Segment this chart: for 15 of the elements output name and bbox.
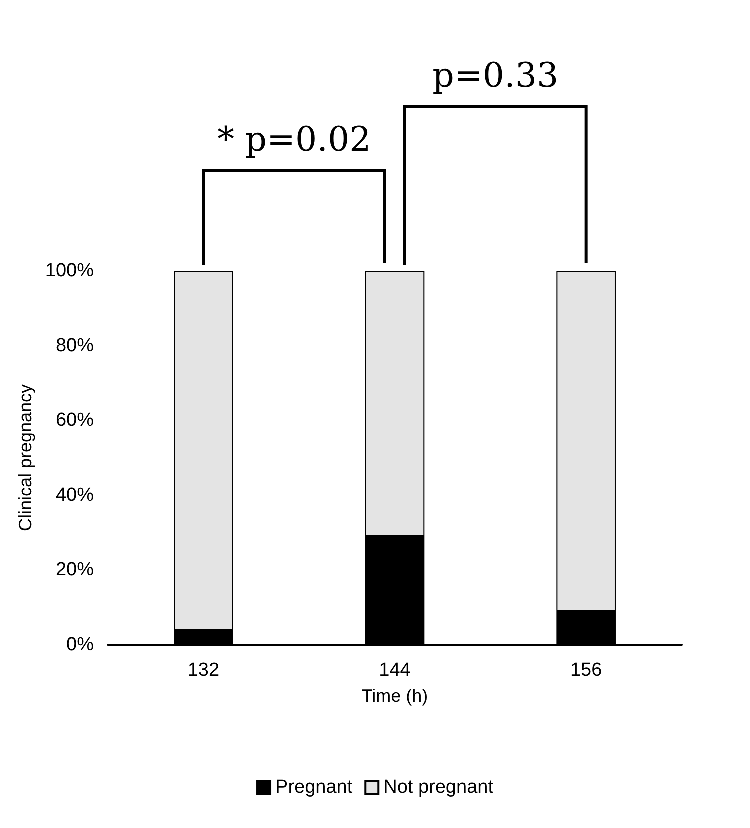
y-tick-label: 100% — [45, 260, 94, 282]
x-tick-label: 144 — [379, 660, 412, 681]
y-tick-label: 60% — [56, 410, 94, 432]
y-axis-title: Clinical pregnancy — [16, 384, 36, 532]
legend-label: Pregnant — [276, 777, 354, 798]
y-tick-label: 40% — [56, 484, 94, 506]
y-tick-label: 80% — [56, 335, 94, 356]
text: * p=0.02 — [217, 120, 372, 160]
x-tick-label: 156 — [570, 660, 602, 681]
text: p=0.33 — [432, 56, 559, 96]
x-tick-label: 132 — [188, 660, 220, 681]
y-tick-label: 20% — [56, 560, 94, 581]
legend-label: Not pregnant — [384, 777, 494, 798]
x-axis-title: Time (h) — [362, 686, 428, 706]
y-tick-label: 0% — [66, 634, 94, 656]
